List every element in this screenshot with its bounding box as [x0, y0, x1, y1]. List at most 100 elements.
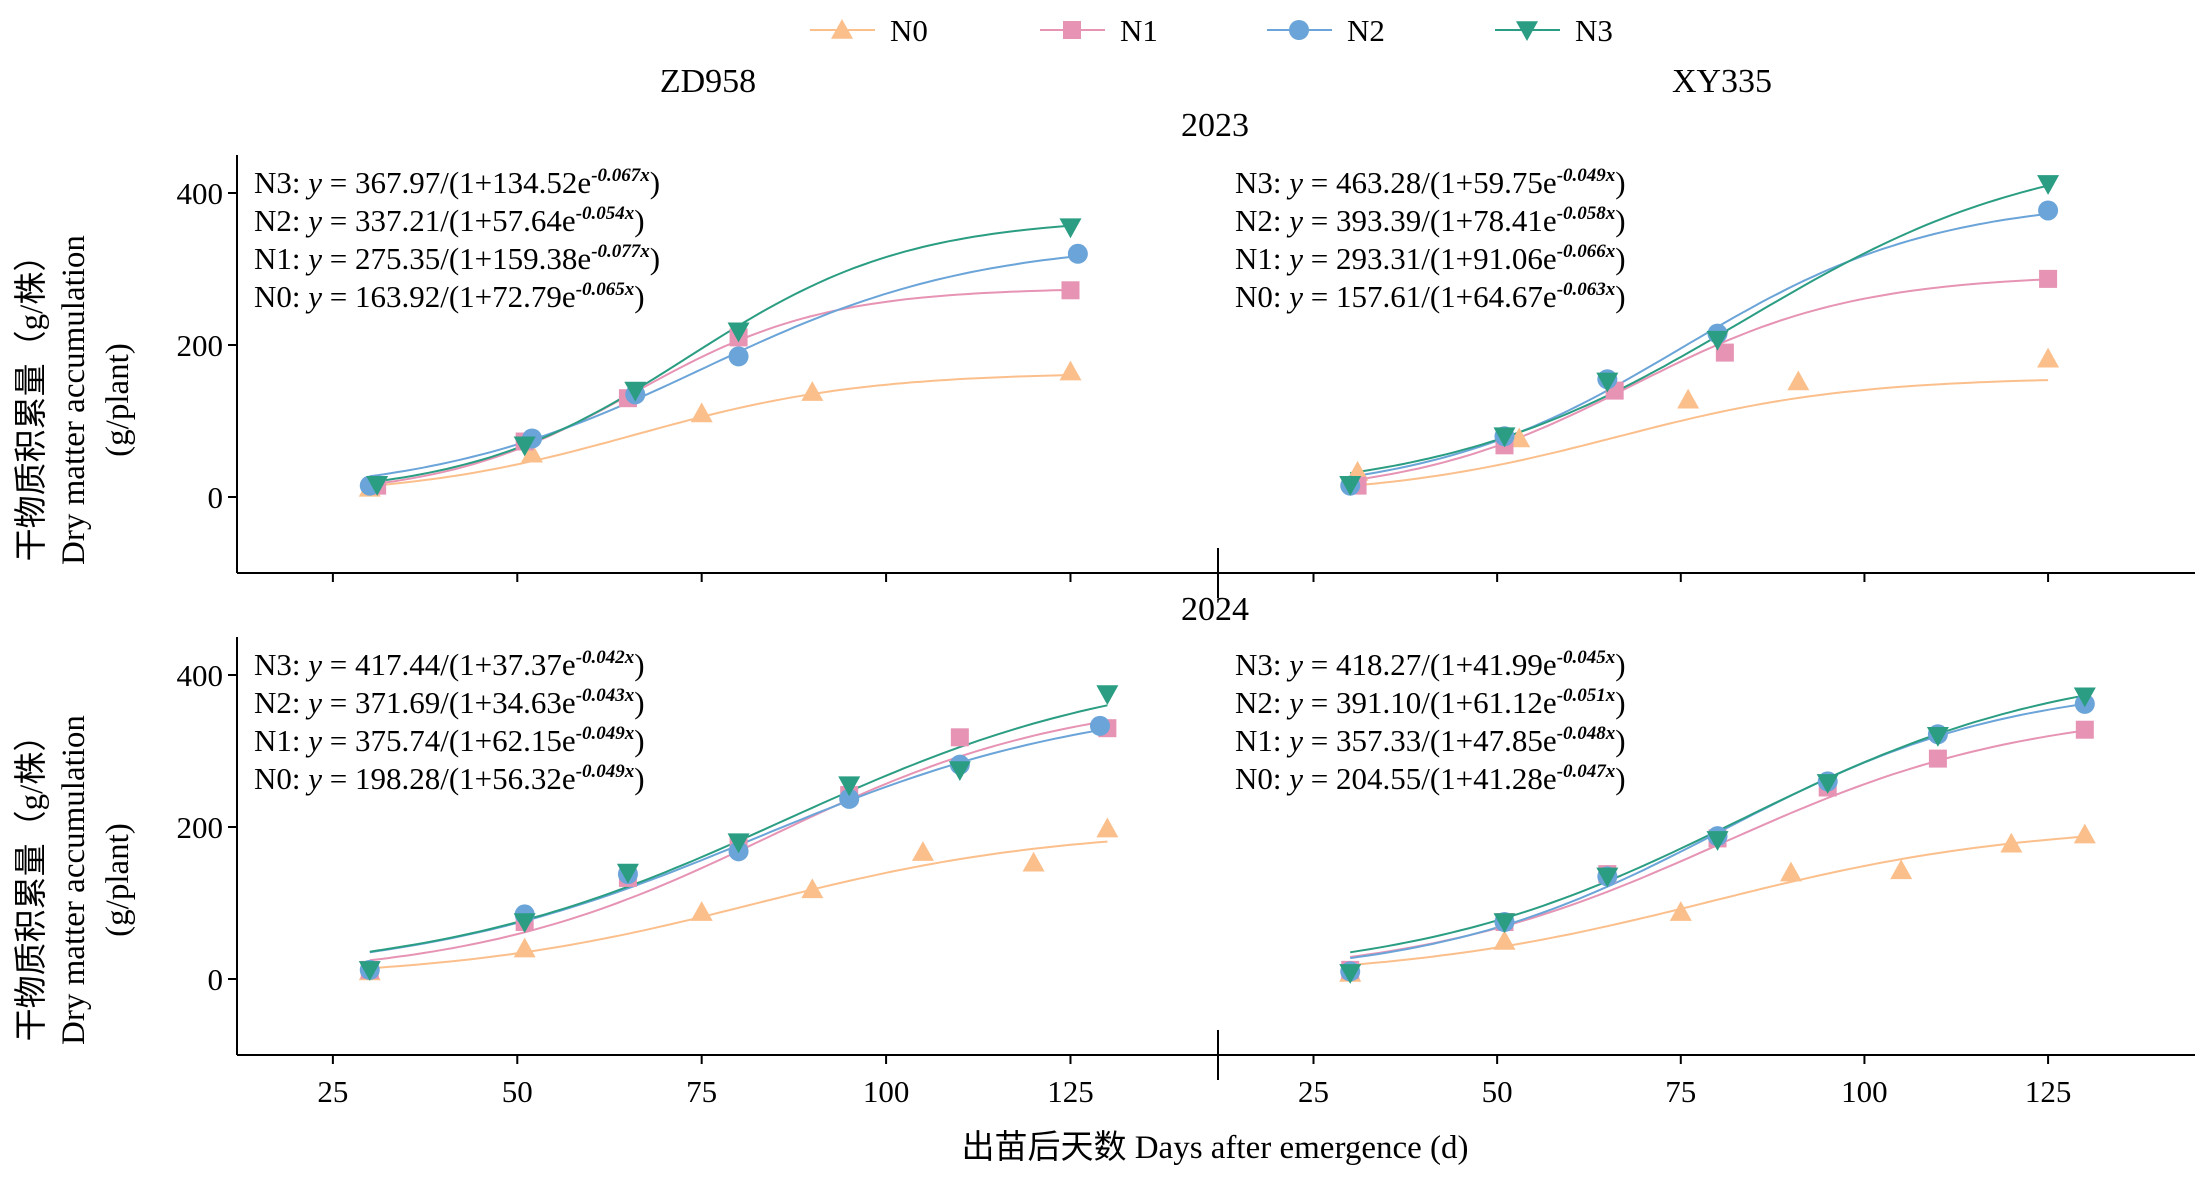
- equation-close: ): [634, 203, 644, 238]
- equation-exponent: -0.065x: [576, 279, 635, 300]
- data-point-n3: [1339, 964, 1362, 984]
- data-point-n0: [1096, 817, 1119, 838]
- data-point-n3: [1059, 218, 1082, 239]
- fit-curve-n1: [376, 288, 1071, 485]
- column-title-left: ZD958: [660, 63, 756, 100]
- equation-exponent: -0.048x: [1557, 723, 1616, 744]
- equation-body: = 371.69/(1+34.63e: [322, 685, 576, 720]
- equation-body: = 198.28/(1+56.32e: [322, 761, 576, 796]
- y-tick-label: 400: [177, 658, 224, 693]
- data-point-n0: [1022, 851, 1045, 872]
- equation-y: y: [305, 165, 322, 200]
- equation-y: y: [305, 723, 322, 758]
- x-tick-label: 50: [1482, 1074, 1513, 1109]
- equation-n2: N2: y = 393.39/(1+78.41e-0.058x): [1235, 203, 1626, 238]
- data-point-n3: [1339, 476, 1362, 496]
- x-tick-label: 125: [1047, 1074, 1094, 1109]
- equation-prefix: N2:: [254, 203, 308, 238]
- equation-y: y: [305, 647, 322, 682]
- panels: 0 200 400 N3: y = 367.97/(1+134.52e-0.067x)…: [177, 155, 2195, 1109]
- equation-n0: N0: y = 204.55/(1+41.28e-0.047x): [1235, 761, 1626, 796]
- equation-exponent: -0.058x: [1557, 203, 1616, 224]
- equation-n0: N0: y = 198.28/(1+56.32e-0.049x): [254, 761, 645, 796]
- data-point-n2: [1089, 715, 1110, 736]
- y-tick-label: 200: [177, 810, 224, 845]
- equation-n0: N0: y = 163.92/(1+72.79e-0.065x): [254, 279, 645, 314]
- data-point-n3: [1706, 831, 1729, 851]
- x-tick-label: 75: [686, 1074, 717, 1109]
- equation-body: = 375.74/(1+62.15e: [322, 723, 576, 758]
- equation-y: y: [1286, 761, 1303, 796]
- equation-prefix: N2:: [254, 685, 308, 720]
- equation-y: y: [1286, 279, 1303, 314]
- equation-n3: N3: y = 418.27/(1+41.99e-0.045x): [1235, 647, 1626, 682]
- equation-y: y: [305, 203, 322, 238]
- data-point-n0: [1493, 930, 1516, 950]
- equation-exponent: -0.049x: [1557, 165, 1616, 186]
- legend-label-n2: N2: [1347, 13, 1385, 48]
- equation-prefix: N0:: [1235, 279, 1289, 314]
- y-tick-label: 400: [177, 176, 224, 211]
- equation-close: ): [634, 723, 644, 758]
- equation-prefix: N3:: [254, 165, 308, 200]
- panel-3: 0 200 400 25 50 75 100 125 N3: y = 417.44/(1+37.…: [177, 637, 1218, 1109]
- equation-n3: N3: y = 367.97/(1+134.52e-0.067x): [254, 165, 660, 200]
- equation-exponent: -0.067x: [591, 165, 650, 186]
- data-point-n3: [727, 833, 750, 854]
- data-point-n0: [513, 937, 536, 958]
- equation-y: y: [305, 685, 322, 720]
- y-tick-label: 0: [208, 480, 224, 515]
- equation-prefix: N0:: [254, 279, 308, 314]
- data-point-n0: [690, 402, 713, 423]
- equation-y: y: [1286, 241, 1303, 276]
- data-point-n0: [1890, 859, 1913, 880]
- x-tick-label: 125: [2025, 1074, 2072, 1109]
- equation-n1: N1: y = 375.74/(1+62.15e-0.049x): [254, 723, 645, 758]
- equation-n1: N1: y = 293.31/(1+91.06e-0.066x): [1235, 241, 1626, 276]
- equation-y: y: [1286, 165, 1303, 200]
- equation-body: = 163.92/(1+72.79e: [322, 279, 576, 314]
- equation-close: ): [634, 279, 644, 314]
- data-point-n0: [911, 841, 934, 861]
- equation-prefix: N2:: [1235, 685, 1289, 720]
- fit-curve-n0: [1357, 379, 2049, 487]
- equation-body: = 204.55/(1+41.28e: [1303, 761, 1557, 796]
- equation-exponent: -0.063x: [1557, 279, 1616, 300]
- equation-body: = 275.35/(1+159.38e: [322, 241, 591, 276]
- equation-n2: N2: y = 391.10/(1+61.12e-0.051x): [1235, 685, 1626, 720]
- equation-prefix: N0:: [1235, 761, 1289, 796]
- column-title-right: XY335: [1672, 63, 1772, 100]
- data-point-n3: [838, 776, 861, 797]
- x-tick-label: 100: [1841, 1074, 1888, 1109]
- equation-close: ): [634, 761, 644, 796]
- data-point-n3: [366, 476, 389, 496]
- y-axis-label-zh: 干物质积累量（g/株）: [13, 239, 50, 562]
- data-point-n0: [2073, 823, 2096, 844]
- equation-y: y: [305, 279, 322, 314]
- data-point-n0: [801, 381, 824, 401]
- legend-label-n0: N0: [890, 13, 928, 48]
- equation-close: ): [1615, 647, 1625, 682]
- data-point-n3: [513, 913, 536, 933]
- equation-prefix: N1:: [254, 241, 308, 276]
- equation-body: = 367.97/(1+134.52e: [322, 165, 591, 200]
- equation-exponent: -0.047x: [1557, 761, 1616, 782]
- equation-exponent: -0.042x: [576, 647, 635, 668]
- equation-y: y: [1286, 203, 1303, 238]
- data-point-n1: [2039, 269, 2058, 288]
- data-point-n2: [1067, 243, 1088, 264]
- equation-close: ): [1615, 723, 1625, 758]
- equation-prefix: N2:: [1235, 203, 1289, 238]
- equation-y: y: [1286, 723, 1303, 758]
- data-point-n3: [1816, 774, 1839, 794]
- equation-n3: N3: y = 463.28/(1+59.75e-0.049x): [1235, 165, 1626, 200]
- equation-exponent: -0.043x: [576, 685, 635, 706]
- equation-body: = 293.31/(1+91.06e: [1303, 241, 1557, 276]
- data-point-n3: [727, 322, 750, 343]
- legend: N0 N1 N2 N3: [810, 13, 1613, 48]
- y-axis-label-zh: 干物质积累量（g/株）: [13, 719, 50, 1042]
- data-point-n3: [1493, 427, 1516, 448]
- data-point-n2: [2038, 200, 2059, 221]
- data-point-n3: [358, 961, 381, 981]
- equation-n2: N2: y = 371.69/(1+34.63e-0.043x): [254, 685, 645, 720]
